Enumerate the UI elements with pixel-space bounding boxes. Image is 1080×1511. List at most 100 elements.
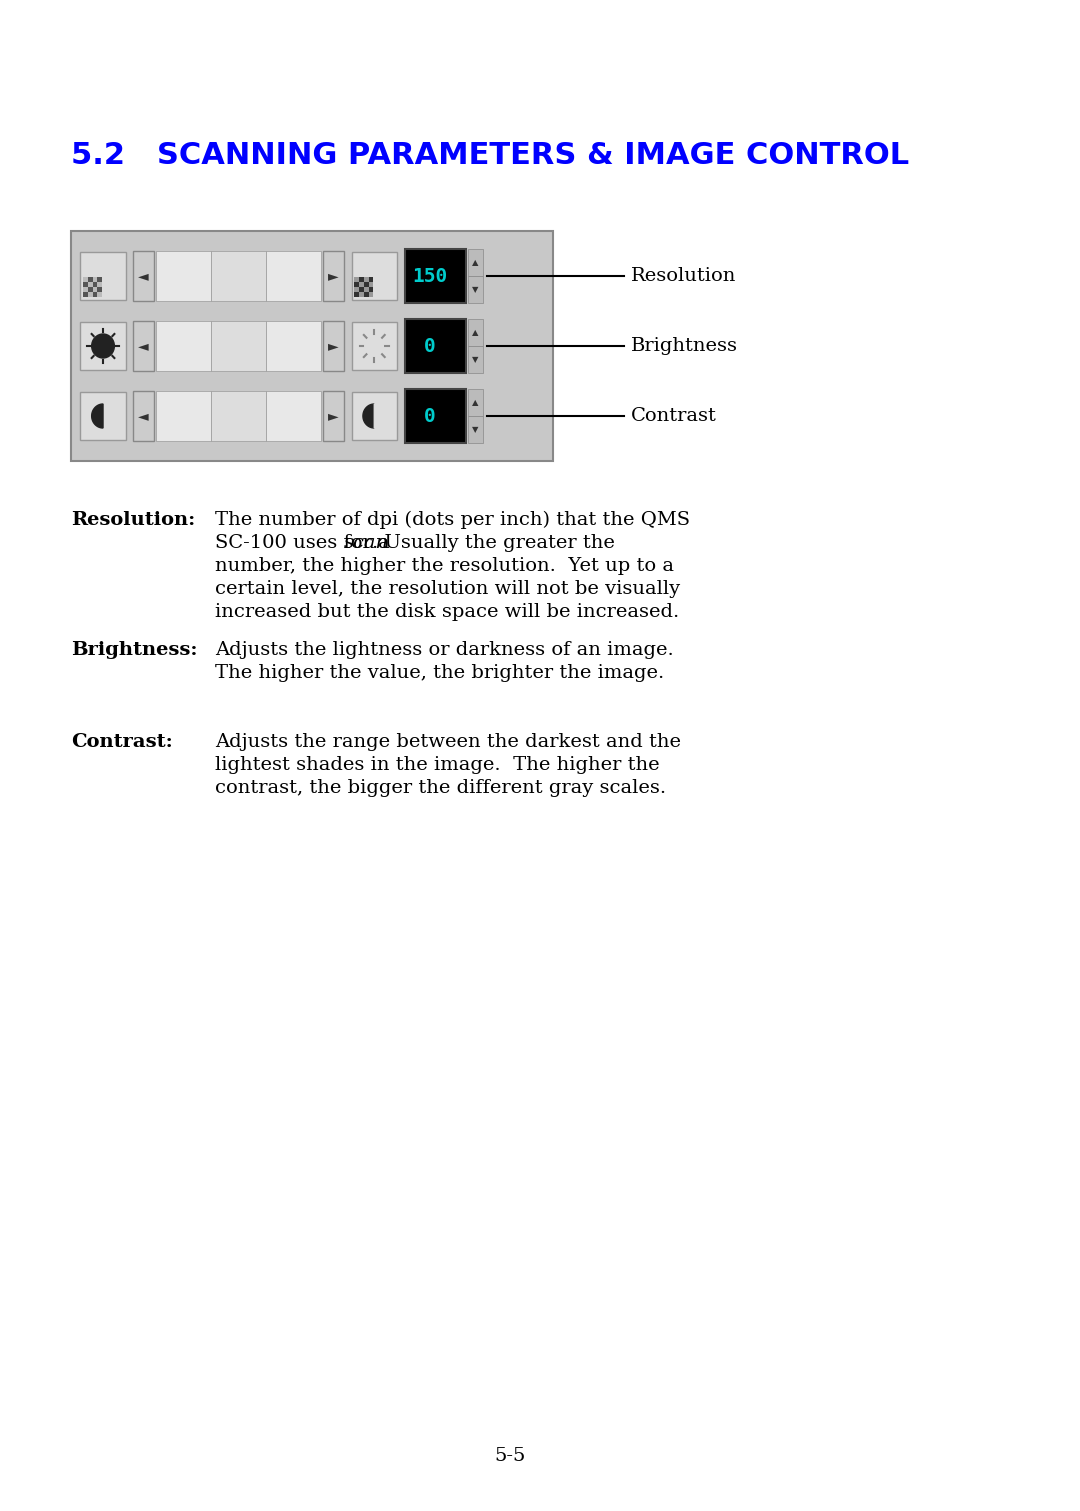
Bar — [368, 277, 374, 283]
Bar — [360, 283, 364, 287]
FancyBboxPatch shape — [80, 322, 125, 370]
Text: certain level, the resolution will not be visually: certain level, the resolution will not b… — [216, 580, 680, 598]
Bar — [87, 287, 93, 292]
Text: Resolution:: Resolution: — [71, 511, 195, 529]
Circle shape — [92, 334, 114, 358]
Text: The number of dpi (dots per inch) that the QMS: The number of dpi (dots per inch) that t… — [216, 511, 690, 529]
Bar — [97, 283, 103, 287]
Bar — [93, 292, 97, 298]
FancyBboxPatch shape — [80, 391, 125, 440]
Bar — [97, 292, 103, 298]
Text: ▼: ▼ — [472, 286, 478, 295]
Text: ►: ► — [328, 269, 339, 283]
FancyBboxPatch shape — [133, 320, 154, 372]
FancyBboxPatch shape — [323, 251, 345, 301]
Text: . Usually the greater the: . Usually the greater the — [373, 533, 616, 552]
FancyBboxPatch shape — [71, 231, 553, 461]
FancyBboxPatch shape — [352, 322, 397, 370]
FancyBboxPatch shape — [211, 320, 266, 372]
Text: scan: scan — [343, 533, 389, 552]
Text: ▼: ▼ — [472, 425, 478, 434]
FancyBboxPatch shape — [468, 388, 483, 416]
Text: increased but the disk space will be increased.: increased but the disk space will be inc… — [216, 603, 679, 621]
Polygon shape — [363, 403, 375, 428]
Text: 0: 0 — [423, 337, 435, 355]
Text: 0: 0 — [423, 406, 435, 426]
FancyBboxPatch shape — [266, 320, 322, 372]
Bar — [87, 283, 93, 287]
Text: ◄: ◄ — [138, 269, 149, 283]
Bar — [364, 277, 368, 283]
Text: Contrast: Contrast — [632, 406, 717, 425]
FancyBboxPatch shape — [468, 416, 483, 443]
Text: 5-5: 5-5 — [495, 1448, 526, 1466]
Text: number, the higher the resolution.  Yet up to a: number, the higher the resolution. Yet u… — [216, 558, 675, 576]
FancyBboxPatch shape — [468, 319, 483, 346]
FancyBboxPatch shape — [405, 319, 465, 373]
Text: Adjusts the range between the darkest and the: Adjusts the range between the darkest an… — [216, 733, 681, 751]
FancyBboxPatch shape — [266, 251, 322, 301]
FancyBboxPatch shape — [211, 251, 266, 301]
FancyBboxPatch shape — [323, 391, 345, 441]
Text: ▲: ▲ — [472, 258, 478, 267]
Text: ◄: ◄ — [138, 409, 149, 423]
Bar — [368, 292, 374, 298]
Bar — [364, 283, 368, 287]
Bar — [364, 287, 368, 292]
Polygon shape — [375, 403, 386, 428]
Text: The higher the value, the brighter the image.: The higher the value, the brighter the i… — [216, 663, 665, 681]
Bar — [368, 283, 374, 287]
Text: ►: ► — [328, 409, 339, 423]
Bar — [364, 292, 368, 298]
Bar — [93, 283, 97, 287]
FancyBboxPatch shape — [323, 320, 345, 372]
FancyBboxPatch shape — [405, 249, 465, 304]
FancyBboxPatch shape — [468, 249, 483, 277]
Text: ▲: ▲ — [472, 397, 478, 406]
FancyBboxPatch shape — [211, 391, 266, 441]
Bar — [97, 277, 103, 283]
FancyBboxPatch shape — [266, 391, 322, 441]
FancyBboxPatch shape — [156, 320, 211, 372]
Bar — [93, 277, 97, 283]
Bar — [87, 292, 93, 298]
Text: Resolution: Resolution — [632, 267, 737, 286]
Text: Contrast:: Contrast: — [71, 733, 173, 751]
Bar — [354, 277, 360, 283]
Text: ◄: ◄ — [138, 338, 149, 354]
FancyBboxPatch shape — [405, 388, 465, 443]
Bar — [83, 287, 87, 292]
FancyBboxPatch shape — [133, 251, 154, 301]
FancyBboxPatch shape — [156, 391, 211, 441]
Bar — [354, 292, 360, 298]
Text: ►: ► — [328, 338, 339, 354]
Bar — [83, 283, 87, 287]
Bar — [83, 277, 87, 283]
Text: ▼: ▼ — [472, 355, 478, 364]
Text: SC-100 uses for a: SC-100 uses for a — [216, 533, 396, 552]
Bar — [354, 283, 360, 287]
Text: Brightness:: Brightness: — [71, 641, 198, 659]
FancyBboxPatch shape — [352, 391, 397, 440]
Bar — [360, 287, 364, 292]
FancyBboxPatch shape — [133, 391, 154, 441]
Text: ▲: ▲ — [472, 328, 478, 337]
FancyBboxPatch shape — [80, 252, 125, 301]
Bar — [368, 287, 374, 292]
Bar — [360, 292, 364, 298]
Text: 5.2   SCANNING PARAMETERS & IMAGE CONTROL: 5.2 SCANNING PARAMETERS & IMAGE CONTROL — [71, 141, 909, 171]
Bar — [97, 287, 103, 292]
Circle shape — [365, 337, 383, 355]
Bar — [87, 277, 93, 283]
FancyBboxPatch shape — [468, 346, 483, 373]
FancyBboxPatch shape — [468, 277, 483, 304]
Bar — [354, 287, 360, 292]
Bar — [360, 277, 364, 283]
Bar — [83, 292, 87, 298]
Bar — [93, 287, 97, 292]
Text: Adjusts the lightness or darkness of an image.: Adjusts the lightness or darkness of an … — [216, 641, 674, 659]
Text: Brightness: Brightness — [632, 337, 739, 355]
FancyBboxPatch shape — [352, 252, 397, 301]
Text: contrast, the bigger the different gray scales.: contrast, the bigger the different gray … — [216, 780, 666, 796]
Text: lightest shades in the image.  The higher the: lightest shades in the image. The higher… — [216, 756, 660, 774]
